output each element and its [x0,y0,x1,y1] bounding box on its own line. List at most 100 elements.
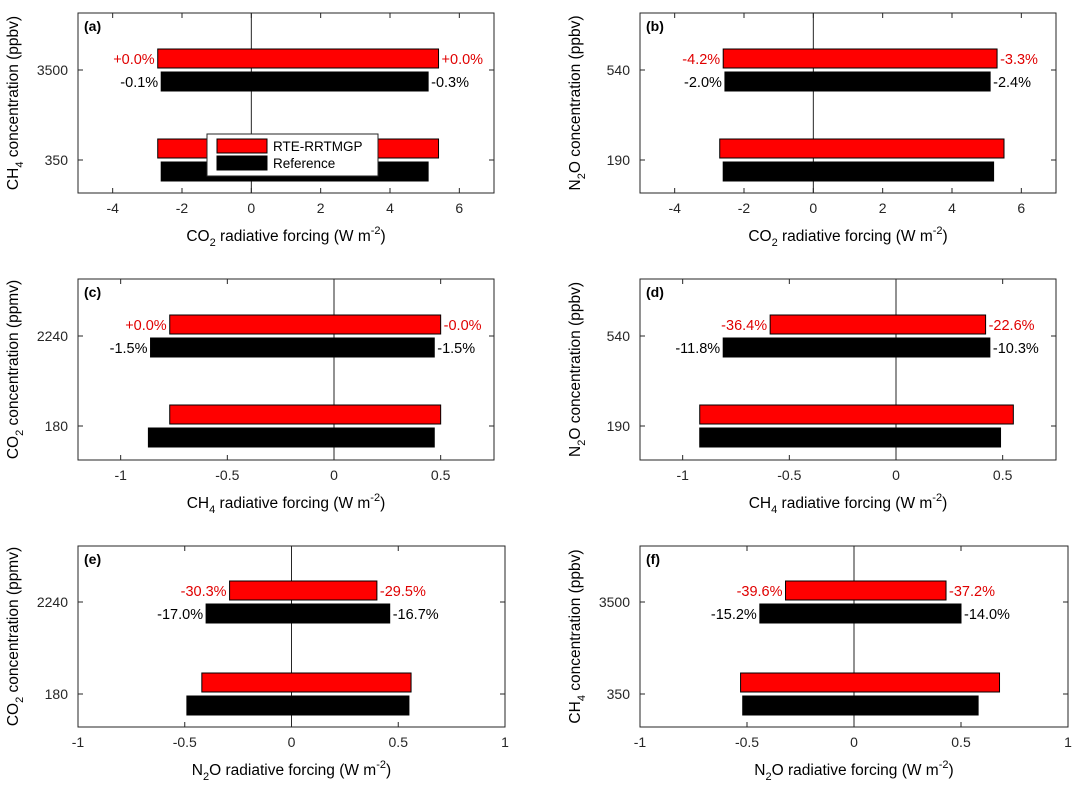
rte-right-percent: -29.5% [380,584,426,600]
x-tick-label: -0.5 [173,734,197,750]
y-tick-label: 350 [607,686,631,702]
bar-reference [722,161,995,182]
panel-letter: (e) [84,551,101,567]
rte-left-percent: +0.0% [125,318,167,334]
bar-rte-rrtmgp [699,404,1014,425]
panel-letter: (b) [646,18,664,34]
x-tick-label: 2 [317,200,325,216]
rte-right-percent: -22.6% [989,318,1035,334]
axes-frame [639,12,1057,194]
x-tick-label: 0 [247,200,255,216]
rte-left-percent: -36.4% [721,318,767,334]
axes-frame [639,278,1057,461]
reference-right-percent: -2.4% [993,75,1031,91]
y-tick-label: 180 [45,686,69,702]
bar-reference [205,603,391,624]
x-tick-label: 0 [288,734,296,750]
bar-rte-rrtmgp [785,580,947,601]
x-tick-label: 0.5 [431,467,451,483]
bar-rte-rrtmgp [740,672,1001,693]
bar-rte-rrtmgp [769,314,987,335]
x-tick-label: 0 [809,200,817,216]
x-tick-label: -2 [176,200,189,216]
legend-swatch-reference [216,155,268,171]
legend-label-reference: Reference [273,156,335,171]
rte-left-percent: -30.3% [181,584,227,600]
x-tick-label: -0.5 [735,734,759,750]
chart-panel: -1 -0.5 0 0.5 1 2240 -30.3% -29.5% -17.0% -16.7% 1… [5,545,509,783]
x-tick-label: -4 [106,200,119,216]
y-tick-label: 3500 [599,594,630,610]
x-tick-label: 6 [1017,200,1025,216]
y-tick-label: 190 [607,152,631,168]
reference-left-percent: -15.2% [711,607,757,623]
bar-rte-rrtmgp [722,48,998,69]
x-tick-label: 1 [501,734,509,750]
axes-frame [77,12,495,194]
rte-left-percent: -4.2% [682,52,720,68]
x-tick-label: 0.5 [389,734,409,750]
reference-right-percent: -1.5% [437,341,475,357]
reference-right-percent: -16.7% [393,607,439,623]
rte-right-percent: -0.0% [444,318,482,334]
bar-rte-rrtmgp [169,404,442,425]
x-axis-label: N2O radiative forcing (W m-2) [754,759,953,783]
x-tick-label: 2 [879,200,887,216]
x-tick-label: 0.5 [993,467,1013,483]
bar-reference [759,603,962,624]
y-tick-label: 2240 [37,328,68,344]
y-tick-label: 350 [45,152,69,168]
x-tick-label: 0 [892,467,900,483]
legend-swatch-rte-rrtmgp [216,138,268,154]
x-tick-label: 4 [386,200,394,216]
reference-left-percent: -1.5% [110,341,148,357]
y-axis-label: CH4 concentration (ppbv) [5,16,26,190]
x-axis-label: CH4 radiative forcing (W m-2) [749,492,948,516]
axes-frame [77,278,495,461]
y-axis-label: N2O concentration (ppbv) [567,282,588,457]
reference-left-percent: -2.0% [684,75,722,91]
panel-letter: (c) [84,284,101,300]
x-tick-label: -1 [634,734,647,750]
x-tick-label: 0 [330,467,338,483]
x-tick-label: 6 [455,200,463,216]
y-tick-label: 3500 [37,62,68,78]
rte-left-percent: -39.6% [737,584,783,600]
bar-reference [147,427,435,448]
reference-right-percent: -10.3% [993,341,1039,357]
x-tick-label: -0.5 [777,467,801,483]
chart-panel: -1 -0.5 0 0.5 2240 +0.0% -0.0% -1.5% -1.5% 180 (c)… [5,278,495,516]
y-axis-label: CH4 concentration (ppbv) [567,549,588,723]
x-axis-label: CO2 radiative forcing (W m-2) [186,225,385,249]
bar-rte-rrtmgp [157,48,440,69]
bar-reference [186,695,410,716]
chart-panel: -4 -2 0 2 4 6 3500 +0.0% +0.0% -0.1% -0.3% 350 (a) CO… [5,12,495,249]
x-tick-label: -0.5 [215,467,239,483]
y-axis-label: CO2 concentration (ppmv) [5,547,26,726]
rte-right-percent: +0.0% [442,52,484,68]
x-axis-label: CH4 radiative forcing (W m-2) [187,492,386,516]
x-tick-label: -1 [676,467,689,483]
panel-letter: (f) [646,551,660,567]
rte-right-percent: -3.3% [1000,52,1038,68]
bar-rte-rrtmgp [229,580,378,601]
x-tick-label: -2 [738,200,751,216]
x-tick-label: -1 [72,734,85,750]
legend-label-rte-rrtmgp: RTE-RRTMGP [273,139,363,154]
reference-left-percent: -0.1% [120,75,158,91]
y-tick-label: 540 [607,62,631,78]
chart-panel: -1 -0.5 0 0.5 1 3500 -39.6% -37.2% -15.2% -14.0% 3… [567,545,1072,783]
x-tick-label: -1 [114,467,127,483]
bar-rte-rrtmgp [169,314,442,335]
x-tick-label: 0 [850,734,858,750]
x-axis-label: CO2 radiative forcing (W m-2) [748,225,947,249]
x-tick-label: 4 [948,200,956,216]
y-tick-label: 190 [607,418,631,434]
panel-letter: (d) [646,284,664,300]
x-tick-label: 0.5 [951,734,971,750]
y-axis-label: CO2 concentration (ppmv) [5,280,26,459]
bar-reference [742,695,979,716]
rte-right-percent: -37.2% [949,584,995,600]
y-tick-label: 180 [45,418,69,434]
